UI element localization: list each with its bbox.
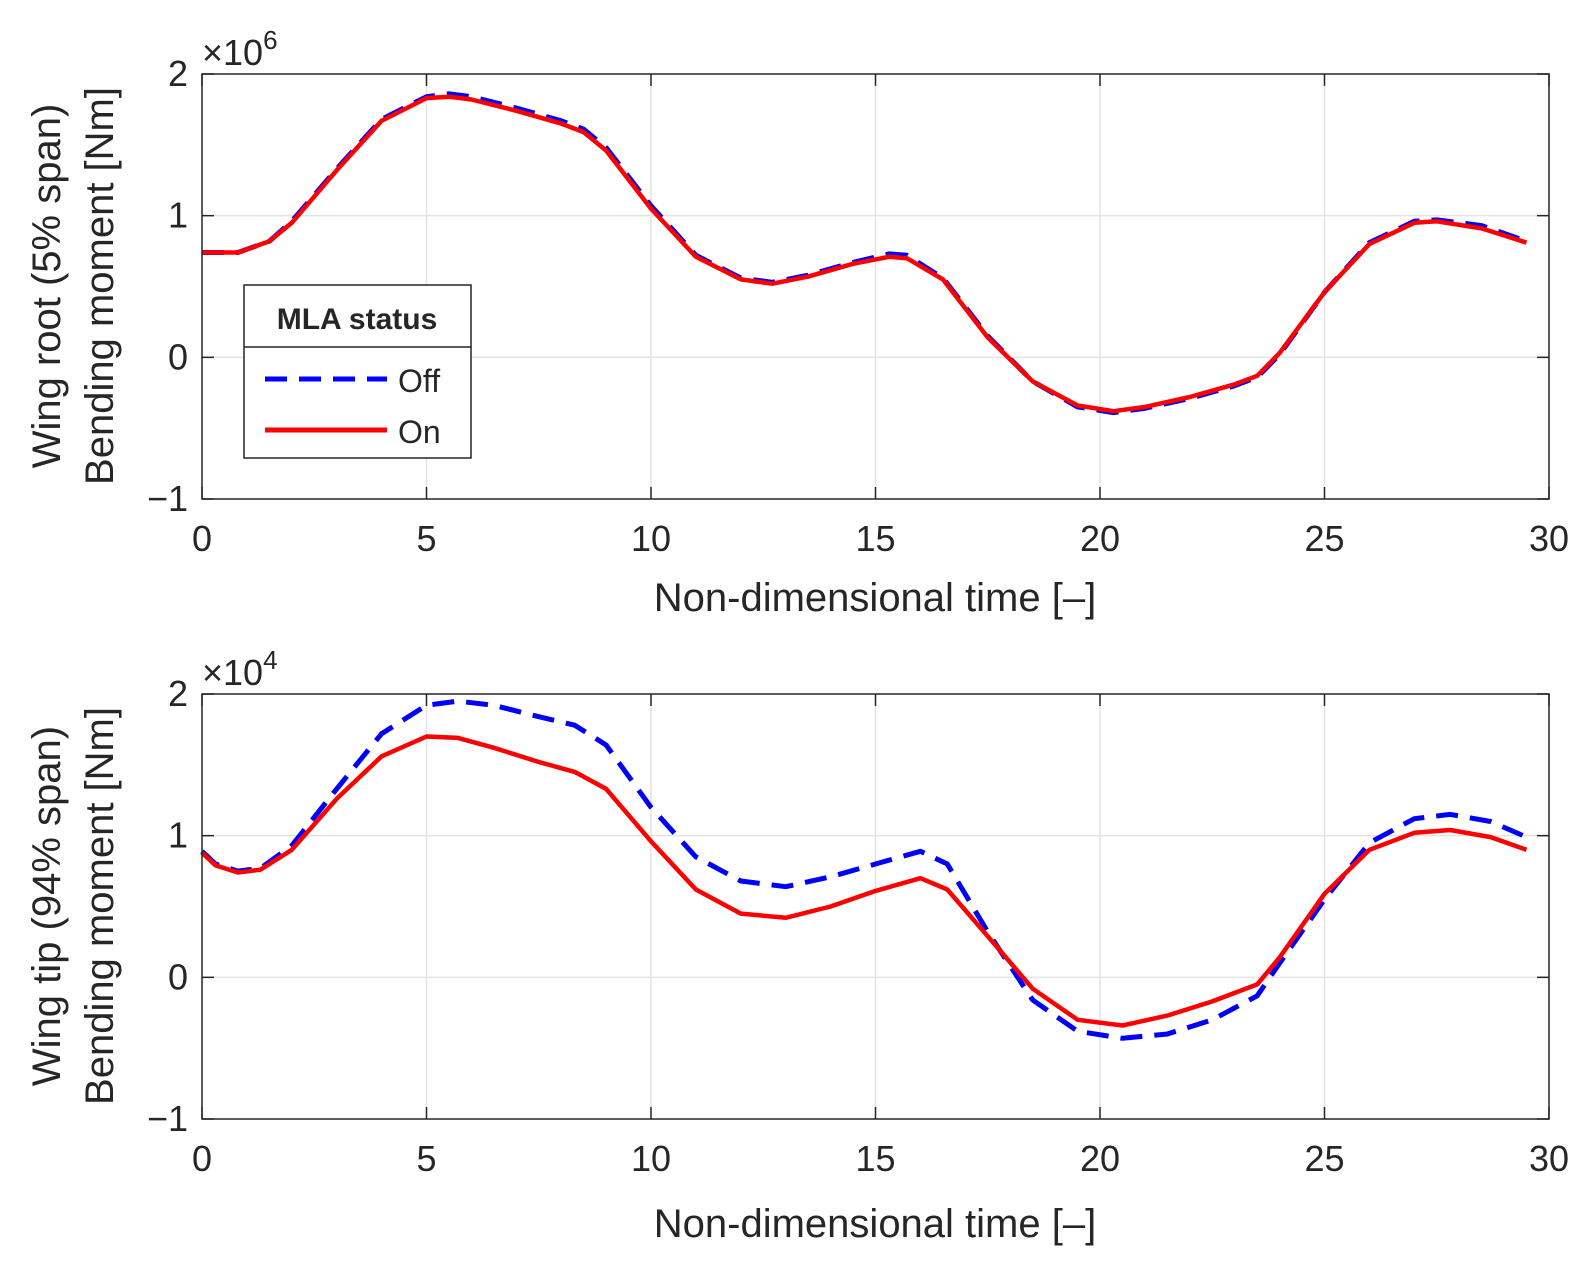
y-tick-label-bottom: 2 [168,673,188,714]
y-tick-label-top: −1 [147,478,188,519]
x-tick-label-bottom: 15 [855,1138,895,1179]
x-tick-label-bottom: 25 [1304,1138,1344,1179]
x-tick-label-top: 15 [855,518,895,559]
y-exponent-top: ×106 [202,25,278,73]
x-axis-label-top: Non-dimensional time [–] [654,576,1096,620]
series-top [202,91,1528,416]
y-exponent-bottom: ×104 [202,645,278,693]
y-tick-label-bottom: 0 [168,956,188,997]
y-exponent-power-top: 6 [263,25,277,55]
x-axis-label-bottom: Non-dimensional time [–] [654,1202,1096,1246]
y-axis-label-line1-top: Wing root (5% span) [25,104,69,469]
x-tick-label-top: 0 [192,518,212,559]
x-tick-label-bottom: 0 [192,1138,212,1179]
y-tick-label-top: 0 [168,336,188,377]
x-tick-label-top: 10 [631,518,671,559]
legend-label-on: On [398,414,441,450]
y-tick-label-top: 1 [168,195,188,236]
series-line-off-bottom [200,698,1528,1041]
x-tick-label-top: 25 [1304,518,1344,559]
y-axis-label-line2-bottom: Bending moment [Nm] [78,707,122,1105]
x-tick-label-bottom: 20 [1080,1138,1120,1179]
y-tick-label-bottom: 1 [168,815,188,856]
x-tick-label-bottom: 10 [631,1138,671,1179]
y-axis-label-line1-bottom: Wing tip (94% span) [25,726,69,1086]
y-exponent-base-bottom: ×10 [202,652,263,693]
y-tick-label-bottom: −1 [147,1098,188,1139]
x-tick-label-top: 30 [1529,518,1569,559]
x-tick-label-top: 20 [1080,518,1120,559]
grid-bottom [202,694,1549,1119]
y-axis-label-line2-top: Bending moment [Nm] [78,87,122,485]
series-line-on-bottom [200,734,1528,1028]
legend-title: MLA status [277,303,438,336]
y-tick-label-top: 2 [168,53,188,94]
y-exponent-power-bottom: 4 [263,645,277,675]
grid-top [202,74,1549,499]
x-tick-label-bottom: 30 [1529,1138,1569,1179]
legend: MLA status Off On [243,284,472,459]
x-tick-label-top: 5 [416,518,436,559]
series-line-on-top [202,94,1528,414]
series-bottom [200,698,1528,1041]
x-tick-label-bottom: 5 [416,1138,436,1179]
legend-label-off: Off [398,363,440,399]
y-exponent-base-top: ×10 [202,32,263,73]
